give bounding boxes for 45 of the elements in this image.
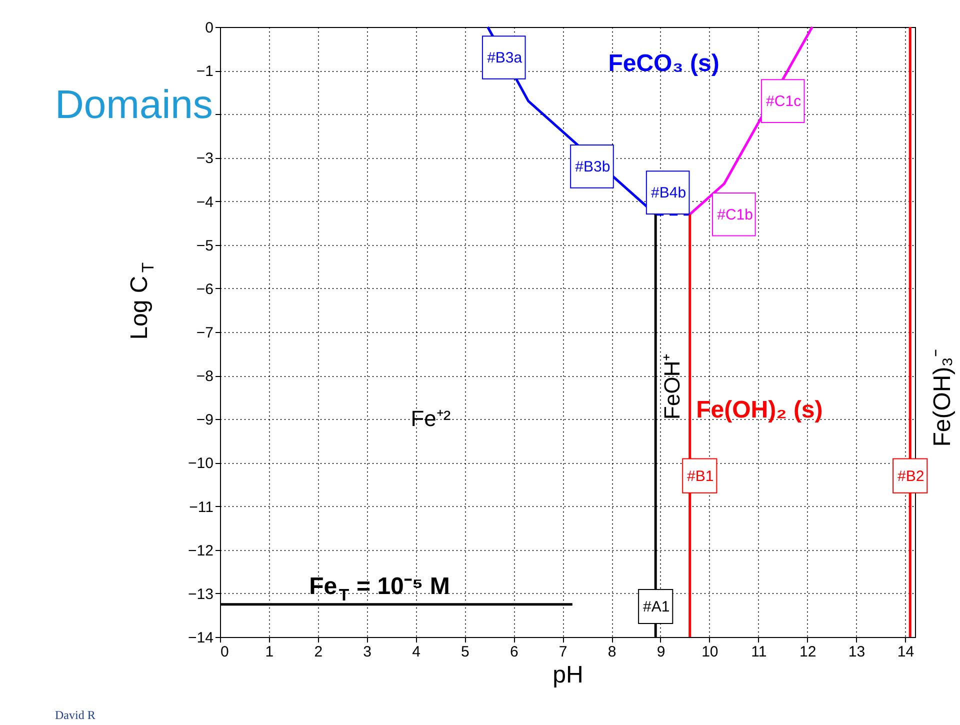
x-tick-label: 2	[314, 644, 323, 660]
y-tick-label: −14	[188, 630, 214, 646]
annotation: #B2	[898, 468, 924, 485]
y-tick-label: −6	[196, 280, 214, 298]
y-tick-label: −3	[196, 150, 214, 168]
annotation: FeOH⁺	[660, 354, 685, 420]
x-tick-label: 1	[265, 644, 274, 660]
y2-axis-title: Fe(OH)₃⁻	[929, 348, 956, 447]
x-tick-label: 8	[608, 644, 616, 660]
x-tick-label: 11	[751, 644, 767, 660]
x-tick-label: 10	[702, 644, 718, 660]
y-axis-title: Log CT	[126, 262, 158, 340]
y-tick-label: −9	[196, 412, 214, 429]
annotation: #B3a	[487, 50, 523, 66]
annotation: #C1c	[766, 93, 802, 110]
text: David R	[55, 708, 96, 722]
y-tick-label: −11	[189, 498, 214, 516]
x-tick-label: 5	[461, 644, 470, 660]
y-tick-label: 0	[205, 20, 214, 36]
y-tick-label: −8	[196, 368, 214, 386]
annotation: #B1	[687, 468, 714, 485]
annotation: Fe(OH)₂ (s)	[696, 396, 823, 424]
x-tick-label: 9	[656, 644, 666, 660]
annotation: #C1b	[717, 206, 753, 224]
y-tick-label: −12	[188, 542, 214, 560]
x-tick-label: 4	[412, 644, 420, 660]
annotation: #A1	[643, 598, 670, 616]
x-tick-label: 3	[363, 644, 372, 660]
y-tick-label: −13	[188, 586, 214, 603]
y-tick-label: −4	[196, 194, 214, 211]
x-tick-label: 12	[799, 644, 816, 660]
annotation: #B3b	[575, 158, 610, 176]
x-tick-label: 7	[558, 644, 568, 660]
y-tick-label: −10	[188, 455, 214, 472]
x-tick-label: 13	[848, 644, 866, 660]
y-tick-label: −5	[196, 237, 214, 254]
y-tick-label: −7	[196, 324, 214, 342]
annotation: #B4b	[651, 184, 686, 202]
text: Domains	[55, 83, 213, 127]
y-tick-label: −1	[196, 63, 214, 80]
x-tick-label: 14	[897, 644, 914, 660]
x-tick-label: 0	[220, 644, 229, 660]
annotation: FeCO₃ (s)	[608, 50, 720, 78]
x-tick-label: 6	[510, 644, 518, 660]
x-axis-title: pH	[552, 662, 584, 688]
